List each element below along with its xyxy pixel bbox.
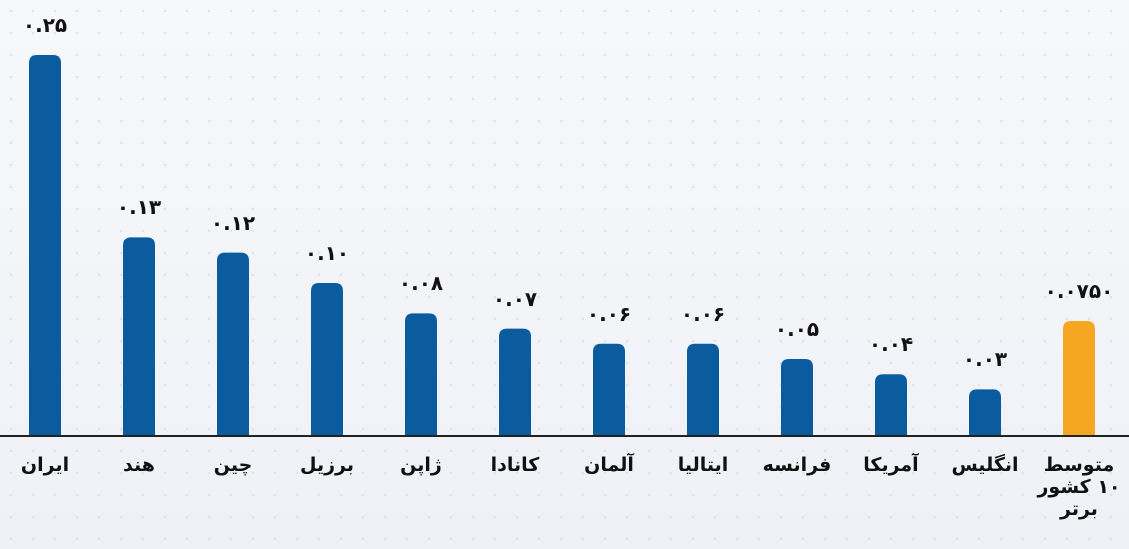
value-label: ۰.۱۰ xyxy=(304,241,350,265)
x-tick-label: هند xyxy=(123,454,155,476)
bar xyxy=(311,283,343,435)
value-label: ۰.۰۳ xyxy=(962,347,1008,372)
bar xyxy=(499,328,531,435)
bar xyxy=(29,55,61,435)
x-tick-label: ایتالیا xyxy=(677,454,729,476)
bar xyxy=(781,359,813,435)
value-label: ۰.۰۴ xyxy=(868,332,914,357)
x-tick-label: متوسط ۱۰ کشور برتر xyxy=(1037,454,1121,520)
bar xyxy=(217,252,249,435)
x-tick-label: چین xyxy=(213,454,253,476)
x-tick-label: آلمان xyxy=(584,454,634,476)
value-label: ۰.۰۷ xyxy=(492,286,538,311)
value-label: ۰.۰۸ xyxy=(398,271,444,296)
x-tick-label: فرانسه xyxy=(762,454,832,476)
value-label: ۰.۲۵ xyxy=(22,13,68,37)
value-label: ۰.۰۷۵۰ xyxy=(1044,279,1114,303)
x-tick-label: برزیل xyxy=(300,454,354,476)
bar xyxy=(1063,321,1095,435)
value-label: ۰.۱۲ xyxy=(210,210,256,235)
x-tick-label: آمریکا xyxy=(863,454,919,476)
bar xyxy=(969,389,1001,435)
bar xyxy=(687,343,719,435)
x-tick-label: انگلیس xyxy=(951,454,1019,476)
bar xyxy=(405,313,437,435)
bar xyxy=(123,237,155,435)
value-label: ۰.۰۶ xyxy=(680,301,726,326)
x-tick-label: کانادا xyxy=(490,454,540,476)
bar xyxy=(593,343,625,435)
bar xyxy=(875,374,907,435)
value-label: ۰.۰۶ xyxy=(586,301,632,326)
x-tick-label: ژاپن xyxy=(400,454,442,476)
value-label: ۰.۰۵ xyxy=(774,317,820,341)
value-label: ۰.۱۳ xyxy=(116,195,162,220)
x-tick-label: ایران xyxy=(20,454,70,476)
